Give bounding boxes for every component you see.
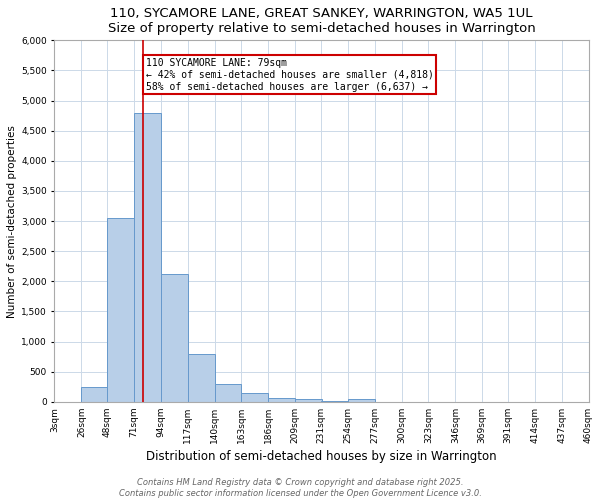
Text: 110 SYCAMORE LANE: 79sqm
← 42% of semi-detached houses are smaller (4,818)
58% o: 110 SYCAMORE LANE: 79sqm ← 42% of semi-d…: [146, 58, 434, 92]
Bar: [321, 400, 348, 402]
Bar: [82, 387, 108, 402]
Bar: [188, 354, 215, 402]
Bar: [134, 112, 161, 402]
Text: Contains HM Land Registry data © Crown copyright and database right 2025.
Contai: Contains HM Land Registry data © Crown c…: [119, 478, 481, 498]
Bar: [161, 274, 188, 402]
Bar: [241, 394, 268, 402]
Title: 110, SYCAMORE LANE, GREAT SANKEY, WARRINGTON, WA5 1UL
Size of property relative : 110, SYCAMORE LANE, GREAT SANKEY, WARRIN…: [107, 7, 535, 35]
Y-axis label: Number of semi-detached properties: Number of semi-detached properties: [7, 124, 17, 318]
Bar: [107, 218, 134, 402]
Bar: [215, 384, 241, 402]
Bar: [348, 399, 374, 402]
Bar: [295, 399, 322, 402]
X-axis label: Distribution of semi-detached houses by size in Warrington: Distribution of semi-detached houses by …: [146, 450, 497, 463]
Bar: [268, 398, 295, 402]
